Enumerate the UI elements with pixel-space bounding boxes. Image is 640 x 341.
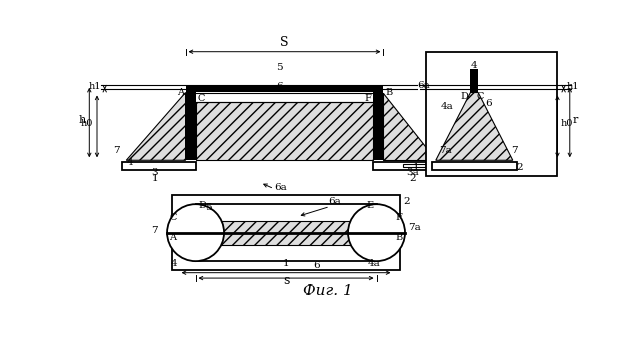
Text: 7: 7	[113, 146, 120, 154]
Text: 7a: 7a	[439, 146, 452, 154]
Text: F: F	[396, 213, 403, 222]
Text: r: r	[573, 115, 578, 124]
Circle shape	[167, 204, 224, 261]
Bar	[372, 162, 440, 169]
Bar	[186, 85, 383, 92]
Text: 6: 6	[485, 99, 492, 108]
Text: S: S	[280, 35, 289, 48]
Text: 7: 7	[511, 146, 518, 154]
Text: 2: 2	[410, 174, 416, 183]
Circle shape	[348, 204, 405, 261]
Bar	[432, 162, 516, 169]
Text: 1: 1	[152, 174, 158, 183]
Text: 7: 7	[151, 226, 158, 235]
Bar	[470, 70, 478, 160]
Text: 4: 4	[171, 259, 177, 268]
Bar	[196, 102, 372, 160]
Text: E: E	[366, 201, 373, 210]
Text: h0: h0	[561, 119, 573, 129]
Text: A: A	[177, 88, 184, 97]
Text: 6: 6	[276, 81, 282, 91]
Text: 4a: 4a	[367, 259, 380, 268]
Text: C: C	[198, 94, 205, 103]
Text: A: A	[170, 233, 177, 241]
Bar	[196, 204, 376, 261]
Text: s: s	[283, 274, 289, 287]
Bar	[122, 162, 196, 169]
Text: C: C	[477, 92, 484, 101]
Text: 2: 2	[516, 163, 524, 172]
Text: 2: 2	[403, 197, 410, 206]
Text: C: C	[170, 213, 177, 222]
Text: 1: 1	[283, 259, 289, 268]
Text: 1: 1	[413, 163, 420, 172]
Text: Фиг. 1: Фиг. 1	[303, 284, 353, 298]
Bar	[172, 195, 399, 270]
Text: 6: 6	[314, 261, 320, 270]
Text: h1: h1	[566, 81, 579, 91]
Text: 5: 5	[205, 203, 211, 211]
Text: 6a: 6a	[274, 183, 287, 192]
Text: 4: 4	[126, 158, 133, 167]
Polygon shape	[126, 92, 186, 160]
Bar	[403, 164, 428, 167]
Text: 5: 5	[276, 63, 282, 72]
Text: B: B	[396, 233, 403, 241]
Polygon shape	[436, 92, 513, 160]
Text: h1: h1	[88, 81, 101, 91]
Text: 3: 3	[152, 168, 158, 177]
Text: 4a: 4a	[440, 102, 453, 112]
Text: 6a: 6a	[328, 197, 341, 206]
Text: 6a: 6a	[417, 81, 429, 90]
Text: F: F	[364, 94, 371, 103]
Text: D: D	[460, 92, 468, 101]
Text: 3a: 3a	[406, 168, 419, 177]
Bar	[186, 92, 196, 160]
Text: D: D	[198, 201, 207, 210]
Text: 4: 4	[471, 61, 477, 70]
Text: 7a: 7a	[408, 223, 421, 232]
Text: B: B	[385, 88, 392, 97]
Polygon shape	[383, 92, 436, 160]
Text: h: h	[79, 115, 86, 124]
Bar	[426, 53, 557, 176]
Bar	[372, 92, 383, 160]
Bar	[196, 221, 376, 245]
Text: h0: h0	[81, 119, 93, 129]
